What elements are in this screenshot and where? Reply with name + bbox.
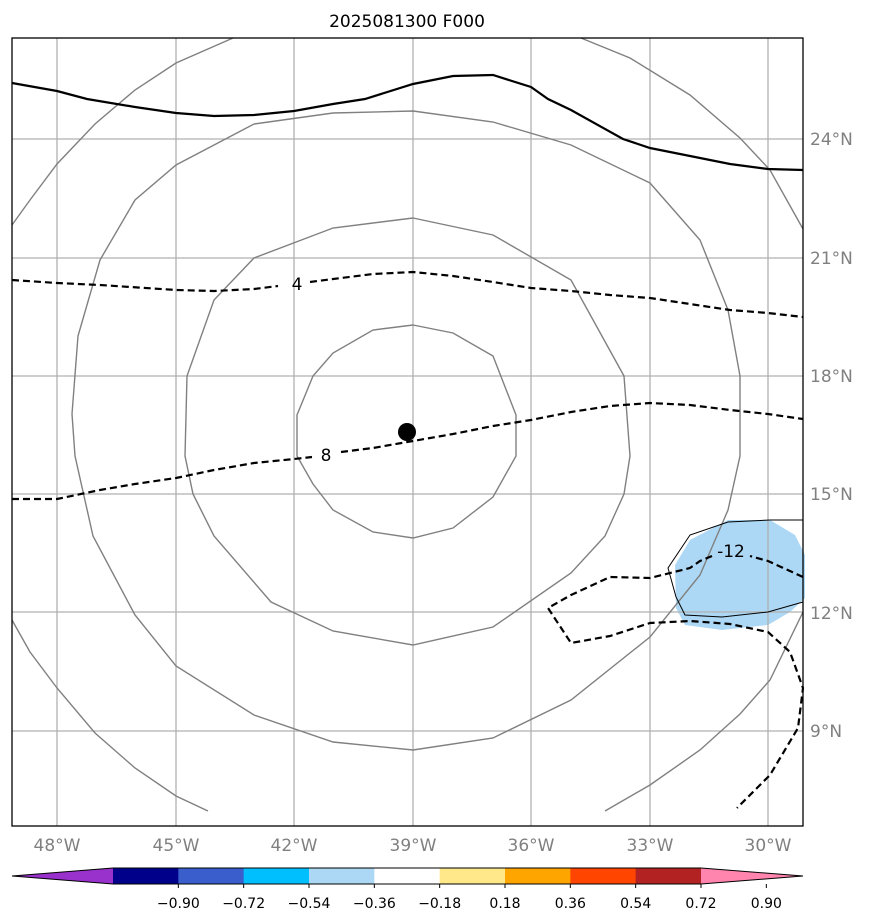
range-ring-3 [71,110,741,751]
colorbar: −0.90 −0.72 −0.54 −0.36 −0.18 0.18 0.36 0.54 0.7… [11,867,804,912]
range-ring-4-bottom-right [604,611,804,812]
lat-label-12n: 12°N [810,604,853,624]
colorbar-tick-label: 0.36 [555,896,586,912]
colorbar-segment [113,868,179,884]
lat-label-18n: 18°N [810,367,853,387]
colorbar-segment [570,868,637,884]
colorbar-segment [178,868,245,884]
range-rings [11,37,804,812]
range-ring-2 [184,217,631,646]
colorbar-extend-high [701,868,803,884]
colorbar-tick-label: −0.54 [288,896,331,912]
colorbar-segment [635,868,702,884]
map-title: 2025081300 F000 [329,12,485,32]
lon-label-48w: 48°W [34,836,81,856]
dashed-contour-minus-8 [12,401,804,501]
lat-label-9n: 9°N [810,722,842,742]
colorbar-segment [374,868,441,884]
solid-contour [11,73,804,172]
lat-label-15n: 15°N [810,485,853,505]
thin-contour [667,519,804,618]
longitude-labels: 48°W 45°W 42°W 39°W 36°W 33°W 30°W [34,836,792,856]
range-ring-4-bottom-left [11,619,209,812]
colorbar-segment [505,868,571,884]
lon-label-30w: 30°W [745,836,792,856]
colorbar-tick-label: −0.90 [157,896,200,912]
shaded-field-patch [675,520,805,630]
colorbar-segment [439,868,506,884]
colorbar-segments [11,867,804,885]
lat-label-24n: 24°N [810,130,853,150]
lat-label-21n: 21°N [810,249,853,269]
colorbar-ticks: −0.90 −0.72 −0.54 −0.36 −0.18 0.18 0.36 0.54 0.7… [157,884,782,912]
colorbar-segment [243,868,310,884]
colorbar-tick-label: −0.36 [353,896,396,912]
storm-center-marker [398,423,416,441]
lon-label-42w: 42°W [271,836,318,856]
map-area: 4 8 -12 [11,37,805,827]
latitude-gridlines [12,138,803,732]
colorbar-tick-label: 0.72 [685,896,716,912]
contour-label-minus-12: -12 [717,542,745,562]
contour-label-8: 8 [321,446,332,466]
colorbar-outline [11,867,804,885]
colorbar-tick-label: −0.72 [222,896,265,912]
range-ring-4-right [580,37,804,230]
colorbar-tick-label: 0.90 [751,896,782,912]
colorbar-tick-label: −0.18 [418,896,461,912]
lon-label-39w: 39°W [390,836,437,856]
latitude-labels: 24°N 21°N 18°N 15°N 12°N 9°N [810,130,853,742]
lon-label-36w: 36°W [508,836,555,856]
lon-label-33w: 33°W [627,836,674,856]
colorbar-tick-label: 0.54 [620,896,651,912]
range-ring-1 [296,324,517,539]
colorbar-extend-low [12,868,113,884]
colorbar-tick-label: 0.18 [489,896,520,912]
dashed-contours [11,270,805,809]
dashed-contour-minus-4 [11,270,804,319]
range-ring-4 [11,37,234,226]
contour-label-4: 4 [292,275,303,295]
dashed-contour-minus-12 [546,554,805,809]
map-frame [11,37,804,827]
colorbar-segment [309,868,375,884]
lon-label-45w: 45°W [153,836,200,856]
